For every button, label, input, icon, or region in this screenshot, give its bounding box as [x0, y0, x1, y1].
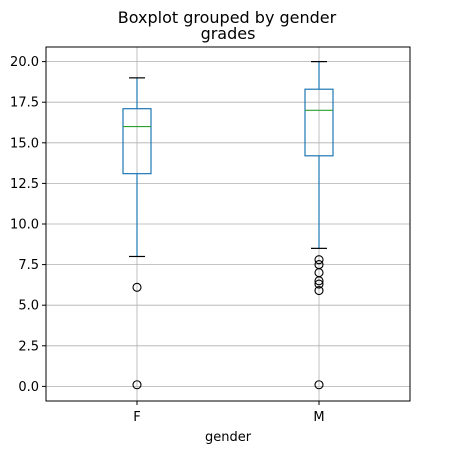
y-tick-label: 2.5: [18, 339, 39, 354]
y-tick-label: 15.0: [10, 136, 39, 151]
y-tick-label: 0.0: [18, 380, 39, 395]
y-tick-label: 20.0: [10, 55, 39, 70]
chart-title: grades: [201, 24, 256, 43]
x-tick-label: M: [313, 410, 324, 425]
box-group-F: [122, 77, 152, 390]
iqr-box: [304, 88, 334, 157]
outlier-point: [314, 276, 324, 286]
grid-lines: [46, 47, 410, 401]
outlier-point: [132, 380, 142, 390]
outlier-point: [314, 255, 324, 265]
x-tick-label: F: [133, 410, 140, 425]
tick-layer: 0.0 2.5 5.0 7.5 10.0 12.5 15.0 17.5 20.0 F M: [10, 55, 325, 425]
box-layer: [122, 61, 334, 390]
iqr-box: [122, 108, 152, 175]
outlier-point: [314, 279, 324, 289]
y-tick-label: 17.5: [10, 96, 39, 111]
y-tick-label: 10.0: [10, 218, 39, 233]
y-tick-label: 7.5: [18, 258, 39, 273]
box-group-M: [304, 61, 334, 390]
x-axis-label: gender: [205, 430, 252, 445]
y-tick-label: 5.0: [18, 299, 39, 314]
outlier-point: [314, 286, 324, 296]
outlier-point: [314, 380, 324, 390]
y-tick-label: 12.5: [10, 177, 39, 192]
chart-suptitle: Boxplot grouped by gender: [118, 8, 337, 27]
outlier-point: [132, 282, 142, 292]
